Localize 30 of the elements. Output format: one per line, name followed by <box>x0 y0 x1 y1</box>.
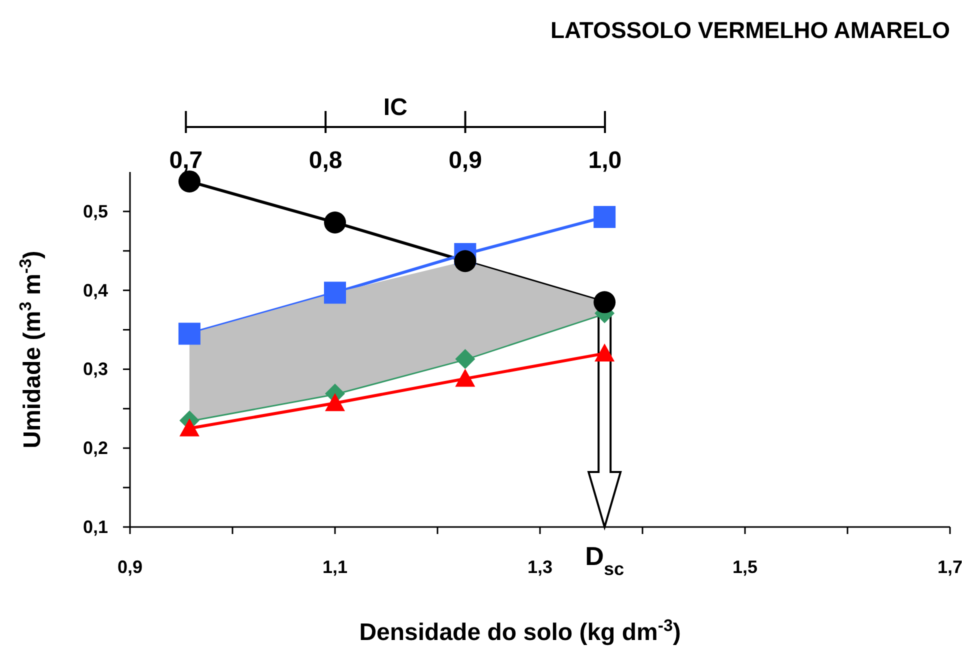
point <box>594 291 616 314</box>
point <box>455 348 476 369</box>
text: D$_{sc}$ <box>585 541 624 579</box>
x2-tick-label: 1,0 <box>588 147 622 174</box>
point <box>179 418 200 436</box>
x2-tick-label: 0,7 <box>169 147 203 174</box>
x2-tick-label: 0,9 <box>448 147 482 174</box>
y-tick-label: 0,1 <box>82 517 108 537</box>
x-tick-label: 1,7 <box>937 557 962 577</box>
x2-axis-title: IC <box>383 94 408 121</box>
point <box>594 343 615 362</box>
point <box>178 322 200 345</box>
y-tick-label: 0,5 <box>82 201 108 222</box>
point <box>324 211 346 234</box>
x-axis-title: Densidade do solo (kg dm$^{-3}$) <box>359 616 681 646</box>
y-tick-label: 0,3 <box>82 359 108 380</box>
x-tick-label: 1,5 <box>732 557 758 577</box>
x-tick-label: 1,1 <box>322 557 348 577</box>
point <box>455 368 476 387</box>
point <box>178 170 200 192</box>
y-tick-label: 0,4 <box>82 280 108 300</box>
point <box>325 393 345 412</box>
x2-tick-label: 0,8 <box>308 147 342 174</box>
point <box>454 250 476 272</box>
point <box>324 282 346 304</box>
point <box>594 206 616 228</box>
y-tick-label: 0,2 <box>82 438 108 458</box>
x-tick-label: 0,9 <box>117 557 143 577</box>
chart-title: LATOSSOLO VERMELHO AMARELO <box>550 17 950 43</box>
x-tick-label: 1,3 <box>527 557 553 577</box>
